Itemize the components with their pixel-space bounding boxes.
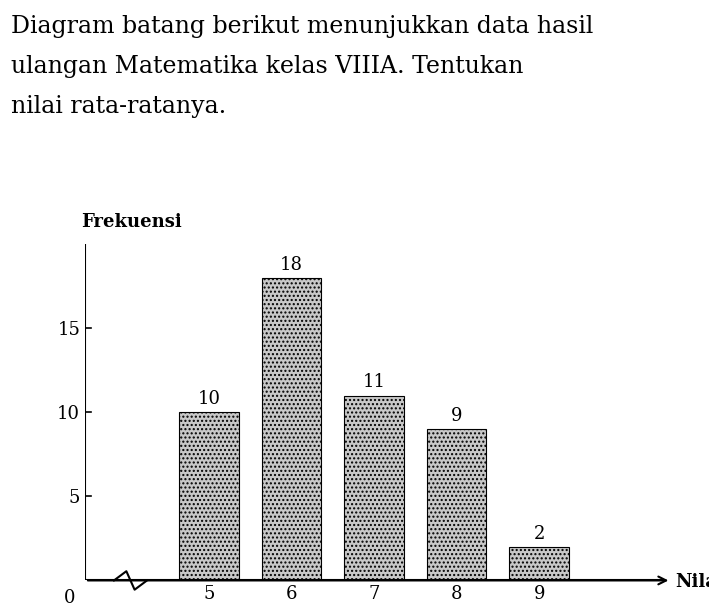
Text: nilai rata-ratanya.: nilai rata-ratanya. [11,95,226,118]
Text: 2: 2 [533,525,545,543]
Bar [262,278,321,580]
Bar [345,395,403,580]
Text: 11: 11 [362,373,386,392]
Text: 18: 18 [280,256,303,274]
Text: ulangan Matematika kelas VIIIA. Tentukan: ulangan Matematika kelas VIIIA. Tentukan [11,55,523,78]
Bar [509,547,569,580]
Text: Nilai: Nilai [676,573,709,591]
Bar [179,412,239,580]
Text: Frekuensi: Frekuensi [81,213,182,231]
Bar [427,429,486,580]
Text: 10: 10 [197,390,220,408]
Text: Diagram batang berikut menunjukkan data hasil: Diagram batang berikut menunjukkan data … [11,15,593,38]
Text: 0: 0 [64,589,75,607]
Text: 9: 9 [451,407,462,425]
